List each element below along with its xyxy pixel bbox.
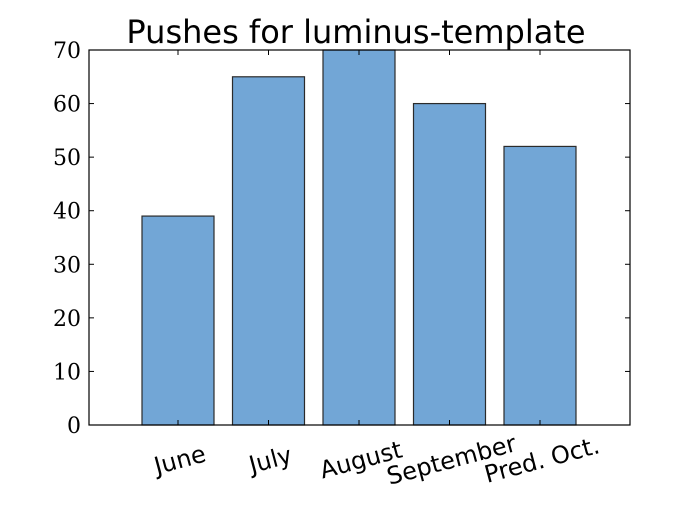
bar-august [322, 49, 396, 426]
y-tick-label: 10 [53, 360, 81, 385]
x-tick-label: July [244, 441, 295, 480]
y-tick-label: 0 [67, 414, 81, 439]
y-tick-label: 50 [53, 146, 81, 171]
y-axis: 0 10 20 30 40 50 60 70 [53, 39, 630, 439]
y-tick-label: 60 [53, 93, 81, 118]
bar-july [231, 76, 306, 426]
x-tick-label: June [149, 440, 209, 481]
y-tick-label: 40 [53, 200, 81, 225]
y-tick-label: 30 [53, 253, 81, 278]
bars-group [141, 49, 577, 426]
bar-june [141, 215, 215, 426]
bar-pred-oct [503, 145, 577, 426]
plot-frame [88, 49, 631, 426]
chart-title: Pushes for luminus-template [126, 13, 585, 51]
y-tick-label: 70 [53, 39, 81, 64]
bar-september [412, 102, 487, 426]
y-tick-label: 20 [53, 307, 81, 332]
